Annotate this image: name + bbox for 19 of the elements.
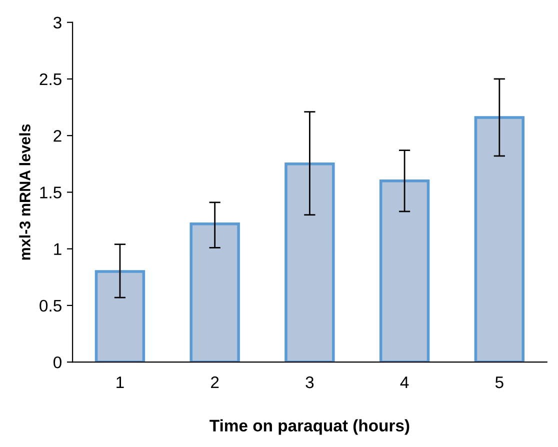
y-tick-label: 1 [54, 243, 62, 255]
y-axis-title: mxl-3 mRNA levels [19, 124, 30, 260]
y-tick-label: 2.5 [40, 73, 62, 86]
x-tick-label: 2 [211, 376, 219, 388]
y-tick-label: 0.5 [40, 300, 62, 312]
x-axis-title: Time on paraquat (hours) [210, 419, 410, 435]
bar [379, 179, 430, 362]
x-tick-label: 3 [306, 376, 314, 388]
bar [94, 270, 146, 362]
bar [284, 162, 335, 362]
y-tick-label: 1.5 [40, 186, 62, 198]
x-tick-label: 4 [400, 376, 409, 388]
x-tick-label: 5 [495, 376, 504, 388]
x-tick-label: 1 [116, 376, 124, 388]
y-tick-label: 0 [54, 356, 62, 368]
bar [190, 222, 240, 362]
bar [474, 116, 525, 362]
y-tick-label: 2 [54, 130, 62, 142]
y-tick-label: 3 [53, 16, 62, 29]
